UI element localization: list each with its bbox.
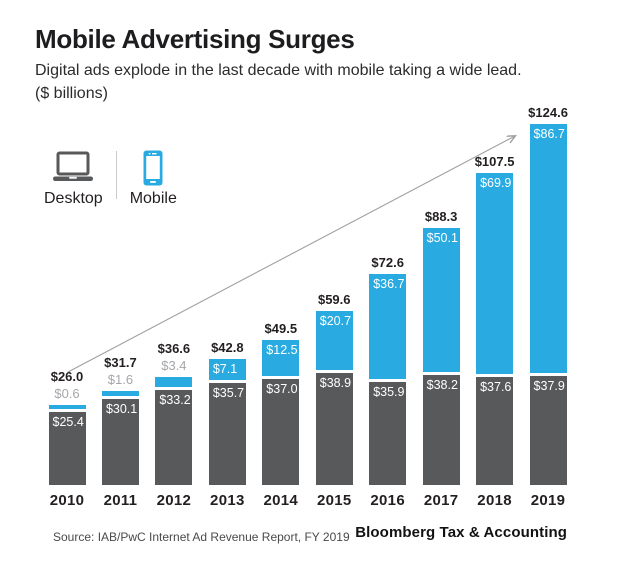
source-note: Source: IAB/PwC Internet Ad Revenue Repo… [53,530,350,544]
legend-item-mobile: Mobile [130,149,177,207]
desktop-bar-segment: $37.9 [529,376,567,485]
mobile-bar-segment: $50.1 [422,228,460,373]
mobile-value-label: $12.5 [266,342,298,357]
bar-group-2018: $107.5 $69.9 $37.6 2018 [468,154,522,511]
x-axis-label: 2015 [316,492,352,509]
x-axis-label: 2013 [210,492,245,509]
total-value-label: $107.5 [474,154,515,170]
desktop-value-label: $37.0 [266,381,298,396]
desktop-value-label: $38.9 [319,376,352,391]
total-value-label: $88.3 [424,209,458,225]
desktop-value-label: $35.7 [212,385,245,400]
mobile-bar-segment: $7.1 [208,359,246,380]
mobile-bar-segment: $20.7 [315,310,353,371]
x-axis-label: 2012 [156,492,192,509]
total-value-label: $72.6 [371,254,404,270]
page-title: Mobile Advertising Surges [35,24,355,54]
total-value-label: $36.6 [157,340,191,356]
legend-mobile-label: Mobile [129,190,177,207]
desktop-laptop-icon [50,149,96,187]
brand-logo: Bloomberg Tax & Accounting [355,524,567,541]
x-axis-label: 2010 [49,492,85,509]
desktop-bar-segment: $30.1 [101,398,139,485]
plot-area: $26.0 $0.6 $25.4 2010 $31.7 $1.6 $30.1 2011 $36.… [40,90,575,511]
total-value-label: $31.7 [104,355,137,371]
x-axis-label: 2017 [423,492,459,509]
desktop-value-label: $33.2 [159,392,191,407]
total-value-label: $49.5 [264,320,298,336]
mobile-bar-segment: $36.7 [369,273,407,379]
x-axis-label: 2011 [103,492,138,509]
desktop-bar-segment: $35.7 [208,382,246,485]
mobile-value-label: $36.7 [373,276,405,291]
mobile-bar-segment: $69.9 [476,173,514,374]
bar-group-2011: $31.7 $1.6 $30.1 2011 [93,355,147,511]
x-axis-label: 2014 [263,492,299,509]
desktop-value-label: $35.9 [373,384,405,399]
units-note: ($ billions) [35,85,108,102]
mobile-value-label: $1.6 [107,372,134,388]
desktop-value-label: $38.2 [426,378,458,393]
desktop-bar-segment: $37.0 [262,378,300,485]
mobile-bar-segment: $86.7 [529,124,567,374]
bar-group-2012: $36.6 $3.4 $33.2 2012 [147,341,201,511]
bar-group-2010: $26.0 $0.6 $25.4 2010 [40,369,94,511]
bar-group-2017: $88.3 $50.1 $38.2 2017 [414,209,468,511]
mobile-bar-segment [48,405,86,410]
x-axis-label: 2018 [477,492,512,509]
bar-group-2013: $42.8 $7.1 $35.7 2013 [200,340,254,511]
legend-divider [115,151,117,199]
desktop-value-label: $37.6 [480,380,512,394]
x-axis-label: 2016 [370,492,405,509]
bar-group-2019: $124.6 $86.7 $37.9 2019 [521,105,575,511]
page-subtitle: Digital ads explode in the last decade w… [35,62,522,79]
bar-group-2014: $49.5 $12.5 $37.0 2014 [254,321,308,511]
bar-group-2016: $72.6 $36.7 $35.9 2016 [361,255,415,511]
bar-group-2015: $59.6 $20.7 $38.9 2015 [307,292,361,511]
mobile-bar-segment [155,376,193,387]
mobile-value-label: $0.6 [54,386,80,402]
mobile-value-label: $50.1 [426,231,458,246]
legend-desktop-label: Desktop [44,190,103,207]
desktop-value-label: $30.1 [105,401,138,416]
mobile-value-label: $20.7 [319,313,352,328]
mobile-value-label: $86.7 [533,127,565,142]
desktop-bar-segment: $37.6 [476,377,514,485]
total-value-label: $124.6 [528,105,568,121]
desktop-bar-segment: $25.4 [48,412,86,485]
desktop-bar-segment: $38.9 [315,373,353,485]
x-axis-label: 2019 [530,492,566,509]
desktop-bar-segment: $38.2 [422,375,460,485]
desktop-value-label: $37.9 [533,379,565,394]
mobile-bar-segment: $12.5 [262,339,300,376]
legend: Desktop Mobile [44,149,177,207]
mobile-value-label: $3.4 [161,357,187,373]
total-value-label: $59.6 [317,291,351,307]
mobile-phone-icon [143,149,163,187]
mobile-value-label: $7.1 [212,362,238,377]
total-value-label: $26.0 [50,369,84,385]
total-value-label: $42.8 [211,340,244,356]
legend-item-desktop: Desktop [44,149,103,207]
desktop-bar-segment: $33.2 [155,389,193,485]
desktop-bar-segment: $35.9 [369,381,407,485]
desktop-value-label: $25.4 [52,415,84,430]
mobile-value-label: $69.9 [480,176,512,191]
mobile-bar-segment [101,391,139,396]
